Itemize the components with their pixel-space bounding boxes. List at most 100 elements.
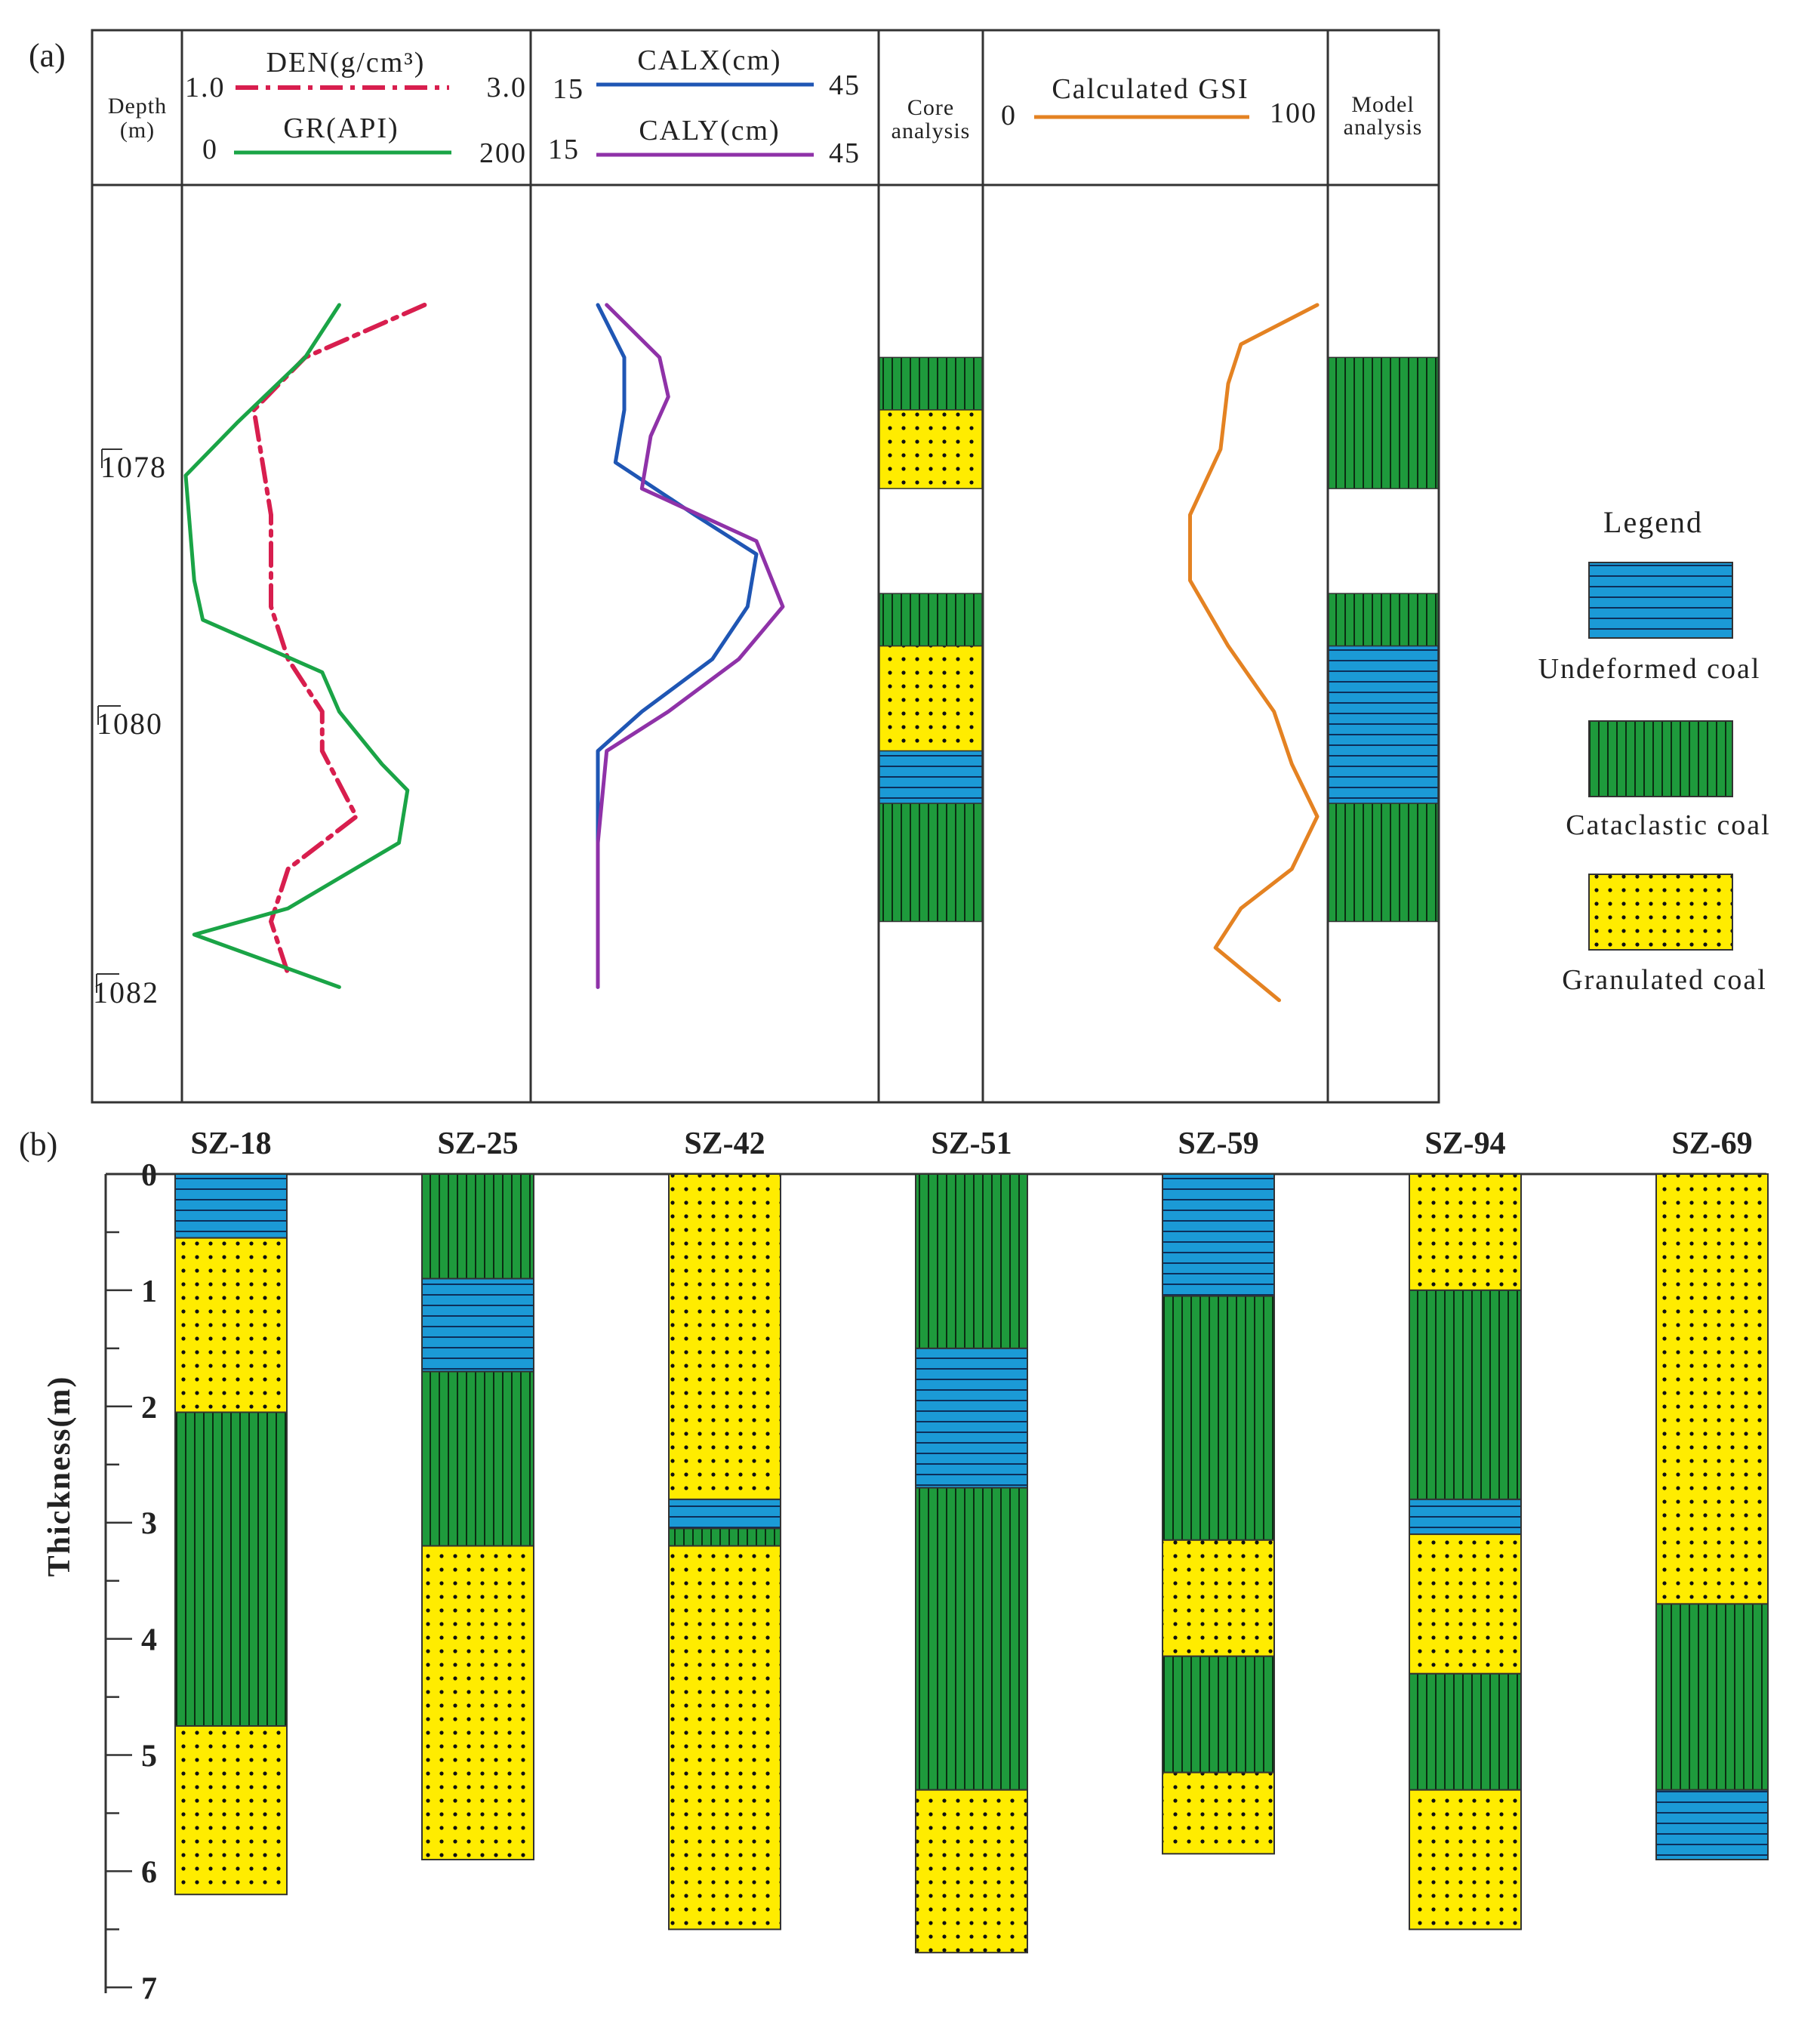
granulated-coal-layer	[668, 1173, 781, 1500]
calculated-gsi-curve	[1188, 303, 1320, 1003]
legend-label-undeformed: Undeformed coal	[1538, 653, 1761, 685]
model-header-line1: Model	[1351, 92, 1414, 117]
cataclastic-coal-layer	[421, 1370, 534, 1547]
granulated-coal-layer	[1409, 1533, 1522, 1675]
cataclastic-coal-layer	[421, 1173, 534, 1280]
thickness-tick-label: 1	[141, 1274, 157, 1309]
calx-header-max: 45	[829, 69, 861, 101]
gsi-header-max: 100	[1270, 97, 1317, 129]
undeformed-coal-layer	[174, 1173, 288, 1239]
granulated-coal-layer	[668, 1545, 781, 1931]
gr-header-max: 200	[479, 137, 527, 169]
column-title: SZ-51	[931, 1126, 1012, 1161]
column-title: SZ-69	[1671, 1126, 1752, 1161]
model-header-line2: analysis	[1344, 115, 1423, 140]
calx-cm-curve	[596, 303, 759, 989]
column-title: SZ-18	[190, 1126, 271, 1161]
undeformed-coal-interval	[879, 750, 983, 804]
thickness-tick-label: 7	[141, 1971, 157, 2006]
column-sz-69: SZ-69	[1655, 1126, 1769, 1860]
gr-api-curve	[183, 303, 410, 989]
coal-columns: SZ-18 SZ-25 SZ-42 SZ-51 SZ-59 SZ-94 SZ-69	[174, 1126, 1769, 1954]
granulated-coal-layer	[1409, 1173, 1522, 1291]
legend-label-cataclastic: Cataclastic coal	[1566, 809, 1771, 841]
cataclastic-coal-layer	[915, 1487, 1028, 1791]
caly-header-name: CALY(cm)	[639, 115, 780, 146]
granulated-coal-interval	[879, 409, 983, 489]
caly-cm-curve	[596, 303, 785, 989]
well-log-frame	[91, 29, 1440, 1104]
undeformed-coal-layer	[1162, 1173, 1275, 1297]
caly-header-max: 45	[829, 137, 861, 169]
cataclastic-coal-layer	[1162, 1655, 1275, 1774]
cataclastic-coal-layer	[1162, 1295, 1275, 1541]
depth-header-label: Depth	[108, 94, 167, 119]
column-sz-51: SZ-51	[915, 1126, 1028, 1954]
granulated-coal-layer	[174, 1725, 288, 1896]
column-sz-25: SZ-25	[421, 1126, 534, 1860]
thickness-tick-label: 3	[141, 1507, 157, 1542]
column-title: SZ-94	[1424, 1126, 1505, 1161]
cataclastic-coal-layer	[1655, 1603, 1769, 1791]
cataclastic-coal-layer	[668, 1527, 781, 1547]
legend-swatch-granulated	[1588, 874, 1733, 951]
legend-swatch-undeformed	[1588, 562, 1733, 639]
undeformed-coal-layer	[915, 1347, 1028, 1489]
undeformed-coal-layer	[668, 1498, 781, 1530]
column-title: SZ-25	[437, 1126, 518, 1161]
calx-header-min: 15	[553, 73, 584, 105]
cataclastic-coal-interval	[879, 356, 983, 411]
thickness-tick-label: 2	[141, 1391, 157, 1425]
model-analysis-column	[1328, 356, 1439, 923]
depth-tick-label: 1078	[100, 450, 167, 484]
legend: Legend Undeformed coal Cataclastic coal …	[1538, 505, 1771, 996]
column-sz-18: SZ-18	[174, 1126, 288, 1896]
depth-header-unit: (m)	[120, 118, 155, 143]
den-header-max: 3.0	[487, 72, 528, 103]
caly-header-min: 15	[548, 134, 580, 165]
gr-header-name: GR(API)	[283, 112, 399, 144]
undeformed-coal-layer	[1409, 1498, 1522, 1536]
column-sz-94: SZ-94	[1409, 1126, 1522, 1931]
cataclastic-coal-interval	[1328, 593, 1439, 647]
thickness-tick-label: 4	[141, 1623, 157, 1658]
undeformed-coal-layer	[421, 1277, 534, 1373]
cataclastic-coal-interval	[1328, 803, 1439, 923]
thickness-tick-label: 0	[141, 1158, 157, 1193]
core-analysis-column	[879, 356, 983, 923]
legend-swatch-cataclastic	[1588, 720, 1733, 797]
granulated-coal-layer	[174, 1237, 288, 1413]
cataclastic-coal-interval	[879, 593, 983, 647]
granulated-coal-layer	[421, 1545, 534, 1860]
cataclastic-coal-interval	[879, 803, 983, 923]
granulated-coal-layer	[1162, 1539, 1275, 1657]
depth-tick-label: 1082	[93, 975, 159, 1009]
cataclastic-coal-layer	[1409, 1672, 1522, 1791]
core-header-line2: analysis	[892, 119, 971, 143]
log-curves	[183, 302, 1320, 1003]
gsi-header-name: Calculated GSI	[1052, 73, 1249, 105]
cataclastic-coal-layer	[915, 1173, 1028, 1349]
den-g-cm-curve	[251, 302, 427, 976]
thickness-tick-label: 6	[141, 1855, 157, 1890]
panel-b-label: (b)	[19, 1126, 57, 1163]
core-header-line1: Core	[907, 95, 954, 120]
depth-axis: 1078 1080 1082	[93, 448, 167, 1009]
column-title: SZ-59	[1178, 1126, 1258, 1161]
legend-title: Legend	[1603, 505, 1703, 539]
gr-header-min: 0	[202, 134, 218, 165]
panel-a-label: (a)	[29, 37, 66, 74]
column-sz-59: SZ-59	[1162, 1126, 1275, 1855]
cataclastic-coal-interval	[1328, 356, 1439, 489]
granulated-coal-layer	[1409, 1789, 1522, 1931]
den-header-min: 1.0	[185, 72, 226, 103]
thickness-tick-label: 5	[141, 1740, 157, 1774]
granulated-coal-layer	[1655, 1173, 1769, 1605]
column-sz-42: SZ-42	[668, 1126, 781, 1931]
granulated-coal-layer	[915, 1789, 1028, 1954]
gsi-header-min: 0	[1001, 100, 1017, 131]
cataclastic-coal-layer	[174, 1411, 288, 1727]
cataclastic-coal-layer	[1409, 1289, 1522, 1500]
undeformed-coal-interval	[1328, 645, 1439, 804]
